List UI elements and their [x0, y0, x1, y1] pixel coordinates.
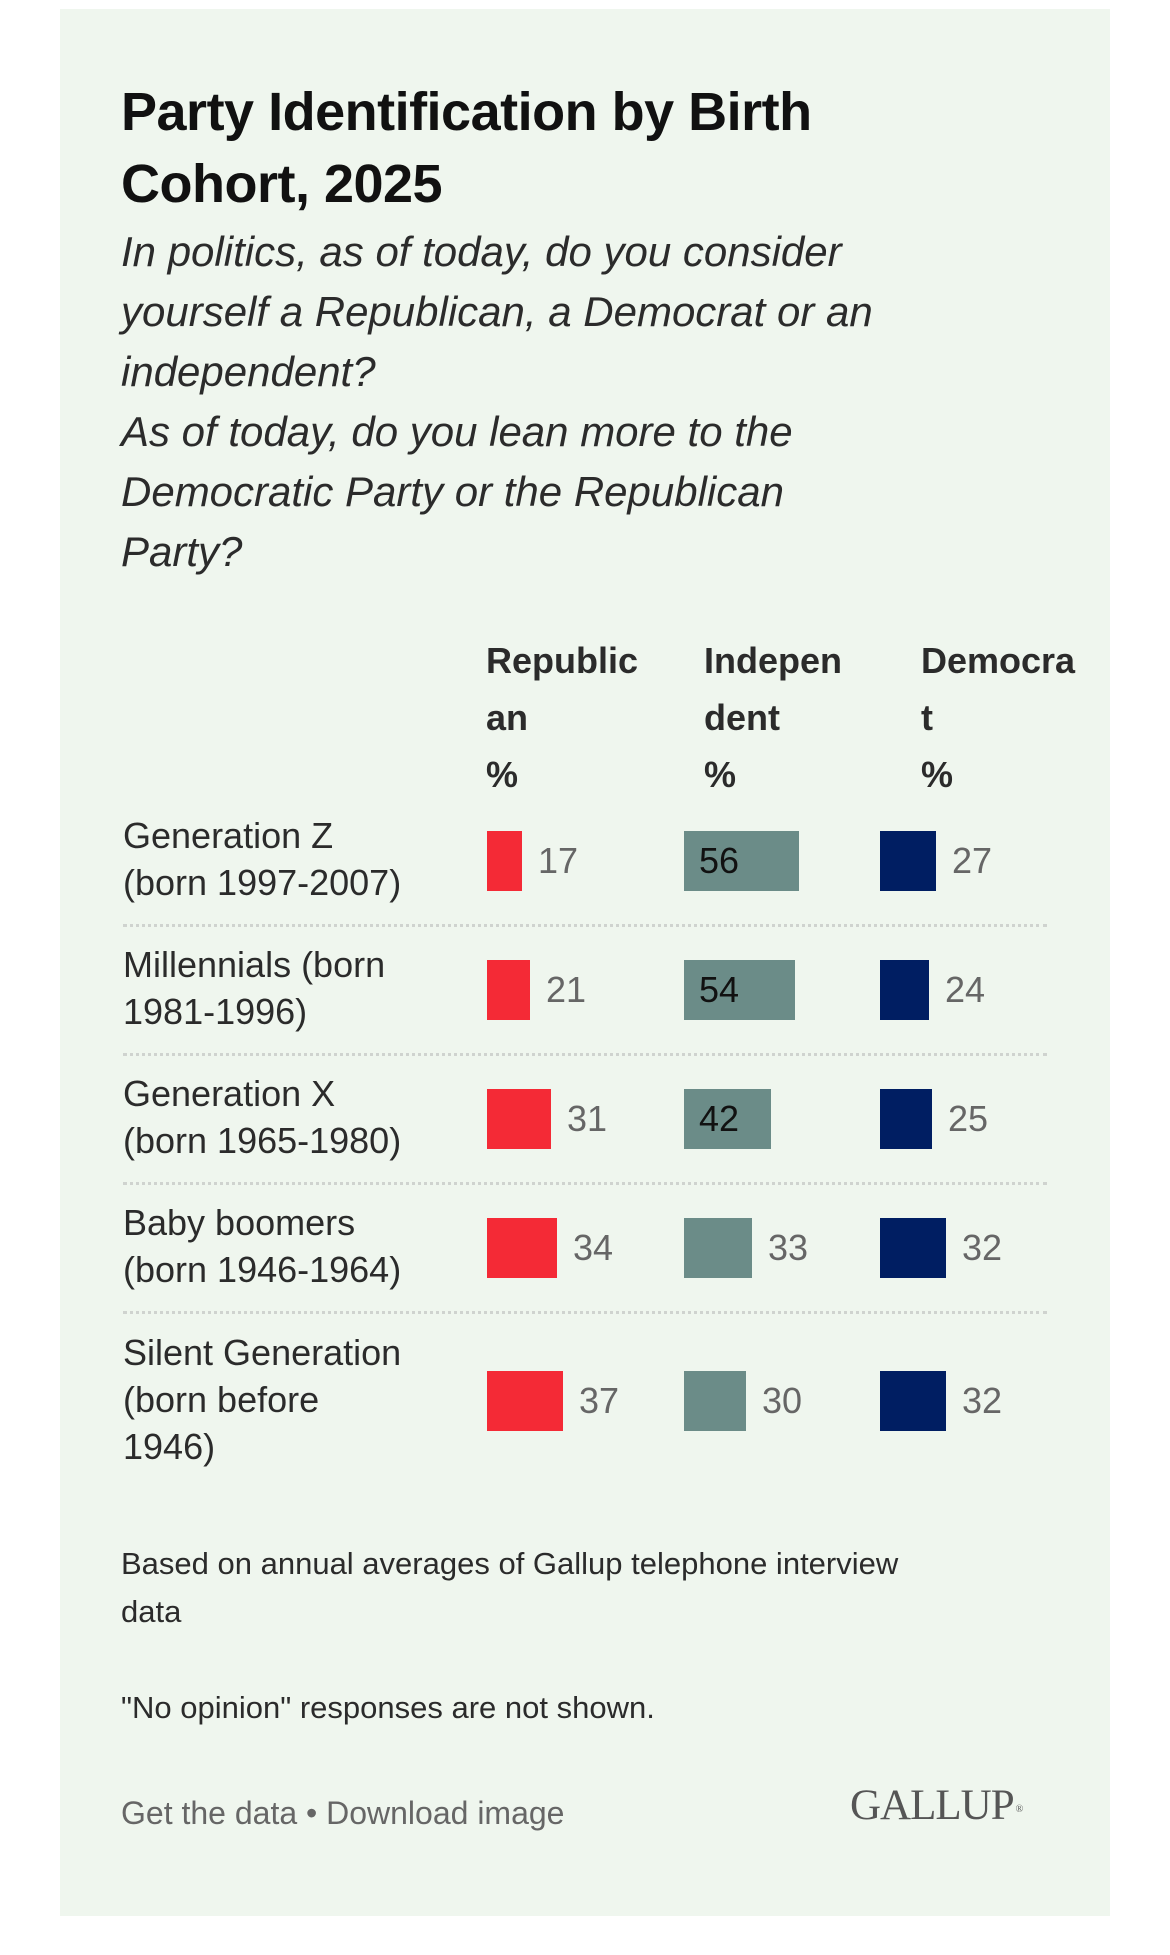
row-label: Silent Generation (born before 1946)	[123, 1329, 401, 1470]
value-label-republican: 17	[538, 840, 579, 881]
value-label-independent: 33	[768, 1227, 809, 1268]
row-label-line: (born 1997-2007)	[123, 862, 402, 903]
column-header-democrat: Democra t %	[921, 632, 1075, 803]
subtitle-line: In politics, as of today, do you conside…	[121, 228, 842, 275]
row-label: Baby boomers (born 1946-1964)	[123, 1199, 401, 1293]
header-line: an	[486, 697, 529, 738]
row-label-line: Baby boomers	[123, 1202, 356, 1243]
value-label-independent: 30	[762, 1380, 803, 1421]
row-divider	[123, 1182, 1047, 1185]
column-header-independent: Indepen dent %	[704, 632, 842, 803]
value-label-democrat: 24	[945, 969, 986, 1010]
bar-republican	[487, 1371, 563, 1431]
column-header-republican: Republic an %	[486, 632, 638, 803]
value-label-republican: 34	[573, 1227, 614, 1268]
row-label: Generation Z (born 1997-2007)	[123, 812, 401, 906]
row-label: Millennials (born 1981-1996)	[123, 941, 385, 1035]
bar-democrat	[880, 1371, 946, 1431]
gallup-logo: GALLUP ®	[850, 1782, 1024, 1829]
bar-democrat	[880, 831, 936, 891]
title-line: Cohort, 2025	[121, 154, 443, 214]
value-label-republican: 21	[546, 969, 587, 1010]
header-line: %	[921, 754, 954, 795]
row-divider	[123, 1053, 1047, 1056]
link-separator: •	[297, 1795, 327, 1831]
bar-independent	[684, 1371, 746, 1431]
bar-independent	[684, 960, 795, 1020]
value-label-democrat: 32	[962, 1380, 1003, 1421]
row-label-line: (born 1965-1980)	[123, 1120, 402, 1161]
row-label: Generation X (born 1965-1980)	[123, 1070, 401, 1164]
footer-links: Get the data • Download image	[121, 1793, 564, 1833]
chart-subtitle: In politics, as of today, do you conside…	[121, 222, 1021, 582]
bar-democrat	[880, 960, 929, 1020]
row-label-line: Millennials (born	[123, 944, 386, 985]
get-data-link[interactable]: Get the data	[121, 1795, 298, 1831]
note-line: Based on annual averages of Gallup telep…	[121, 1546, 899, 1581]
bar-independent	[684, 831, 799, 891]
value-label-independent: 56	[699, 840, 740, 881]
download-image-link[interactable]: Download image	[326, 1795, 565, 1831]
row-label-line: Generation Z	[123, 815, 334, 856]
row-label-line: (born before	[123, 1378, 320, 1420]
bar-republican	[487, 960, 530, 1020]
bar-republican	[487, 1218, 557, 1278]
value-label-democrat: 25	[948, 1098, 989, 1139]
bar-democrat	[880, 1218, 946, 1278]
bar-independent	[684, 1218, 752, 1278]
row-label-line: Generation X	[123, 1073, 336, 1114]
row-label-line: (born 1946-1964)	[123, 1249, 402, 1290]
row-label-line: 1981-1996)	[123, 991, 308, 1032]
header-line: %	[486, 754, 519, 795]
bar-republican	[487, 1089, 551, 1149]
subtitle-line: Democratic Party or the Republican	[121, 468, 784, 515]
header-line: %	[704, 754, 737, 795]
row-label-line: Silent Generation	[123, 1331, 402, 1373]
header-line: dent	[704, 697, 780, 738]
chart-title: Party Identification by Birth Cohort, 20…	[121, 76, 1021, 220]
subtitle-line: independent?	[121, 348, 376, 395]
header-line: Indepen	[704, 640, 843, 681]
header-line: Democra	[921, 640, 1076, 681]
bar-republican	[487, 831, 522, 891]
subtitle-line: As of today, do you lean more to the	[121, 408, 793, 455]
note-no-opinion: "No opinion" responses are not shown.	[121, 1690, 655, 1725]
subtitle-line: yourself a Republican, a Democrat or an	[121, 288, 873, 335]
value-label-republican: 37	[579, 1380, 620, 1421]
title-line: Party Identification by Birth	[121, 82, 812, 142]
row-label-line: 1946)	[123, 1425, 216, 1467]
note-methodology: Based on annual averages of Gallup telep…	[121, 1540, 1061, 1636]
subtitle-line: Party?	[121, 528, 243, 575]
row-divider	[123, 1311, 1047, 1314]
value-label-republican: 31	[567, 1098, 608, 1139]
header-line: Republic	[486, 640, 639, 681]
row-divider	[123, 924, 1047, 927]
value-label-democrat: 32	[962, 1227, 1003, 1268]
bar-independent	[684, 1089, 771, 1149]
header-line: t	[921, 697, 933, 738]
bar-democrat	[880, 1089, 932, 1149]
registered-mark: ®	[1015, 1804, 1024, 1815]
logo-text: GALLUP	[850, 1782, 1015, 1829]
note-line: data	[121, 1594, 182, 1629]
value-label-democrat: 27	[952, 840, 993, 881]
value-label-independent: 42	[699, 1098, 740, 1139]
chart-card	[60, 9, 1110, 1916]
value-label-independent: 54	[699, 969, 740, 1010]
